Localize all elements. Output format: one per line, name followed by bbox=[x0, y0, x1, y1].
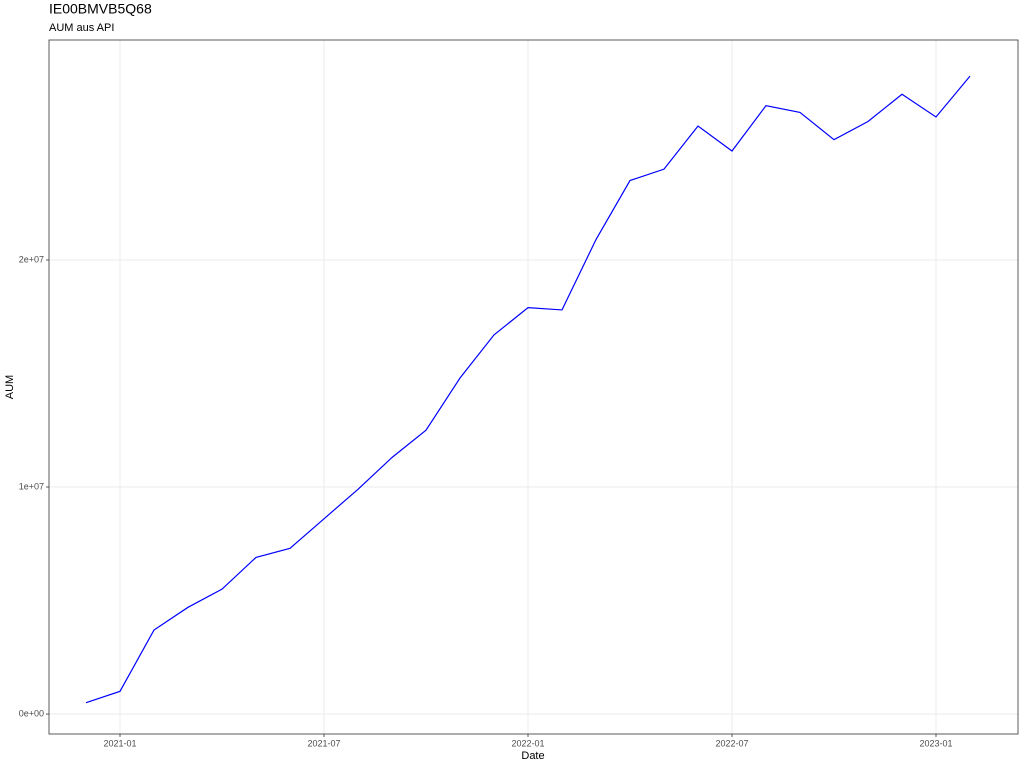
x-tick-label: 2022-01 bbox=[511, 738, 544, 748]
y-tick-label: 0e+00 bbox=[19, 708, 44, 718]
x-axis-label: Date bbox=[521, 750, 544, 762]
x-tick-label: 2021-01 bbox=[103, 738, 136, 748]
x-tick-label: 2021-07 bbox=[307, 738, 340, 748]
panel-border bbox=[48, 39, 1019, 735]
y-tick-label: 1e+07 bbox=[19, 481, 44, 491]
y-tick-label: 2e+07 bbox=[19, 254, 44, 264]
plot-area bbox=[85, 75, 971, 704]
chart-title: IE00BMVB5Q68 bbox=[49, 1, 152, 17]
x-tick-label: 2023-01 bbox=[919, 738, 952, 748]
x-tick-label: 2022-07 bbox=[715, 738, 748, 748]
y-axis-label: AUM bbox=[4, 375, 16, 399]
chart-subtitle: AUM aus API bbox=[49, 22, 114, 34]
grid bbox=[49, 40, 1018, 734]
data-line bbox=[85, 75, 971, 704]
